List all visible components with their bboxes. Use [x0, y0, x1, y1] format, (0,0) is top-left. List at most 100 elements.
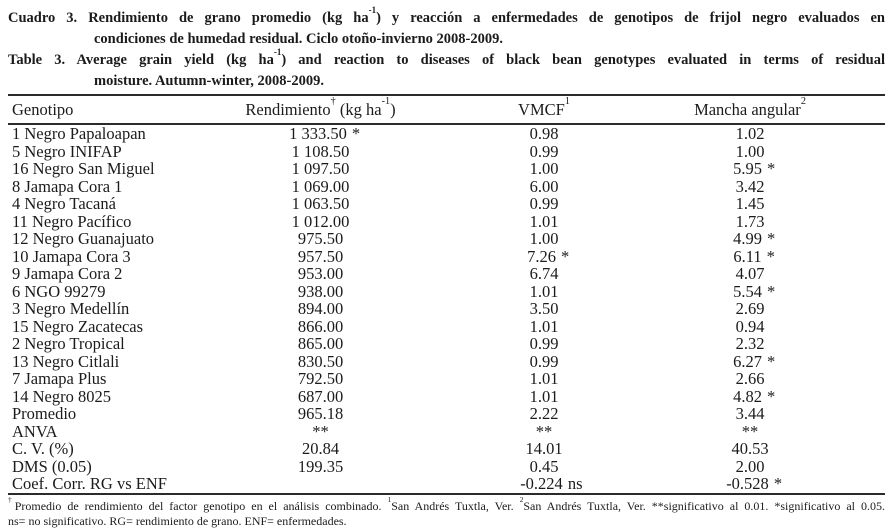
cell-value: 5.95 [733, 159, 762, 178]
table-row: 8 Jamapa Cora 1 1 069.00 6.00 3.42 [8, 176, 885, 196]
genotype-cell: 12 Negro Guanajuato [12, 229, 155, 248]
angular-cell: 1.02 [643, 124, 885, 143]
vmcf-cell: 0.45 [423, 456, 643, 476]
cell-value: 1 012.00 [291, 211, 350, 231]
caption-spanish-line-1: Cuadro 3. Rendimiento de grano promedio … [8, 4, 885, 26]
genotype-cell: Coef. Corr. RG vs ENF [12, 474, 167, 493]
cell-value: -0.224 [520, 474, 563, 493]
superscript: -1 [368, 4, 377, 15]
table-row: 11 Negro Pacífico 1 012.00 1.01 1.73 [8, 211, 885, 231]
cell-value: 5.54 [733, 281, 762, 301]
cell-value: 1 333.50 [289, 124, 347, 143]
table-row: 2 Negro Tropical 865.00 0.99 2.32 [8, 335, 885, 353]
yield-cell [238, 475, 423, 494]
yield-cell: ** [238, 422, 423, 441]
table-row: DMS (0.05) 199.35 0.45 2.00 [8, 456, 885, 476]
genotype-cell: 3 Negro Medellín [12, 299, 130, 318]
angular-cell: -0.528 * [643, 475, 885, 494]
cell-value: 14.01 [525, 439, 563, 458]
vmcf-cell: 6.74 [423, 265, 643, 283]
yield-cell: 1 108.50 [238, 141, 423, 161]
cell-value: 1 097.50 [291, 159, 350, 178]
cell-value: 1.01 [529, 386, 559, 406]
angular-cell: 3.44 [643, 405, 885, 423]
table-row: 16 Negro San Miguel 1 097.50 1.00 5.95 * [8, 160, 885, 178]
cell-value: 1 069.00 [291, 176, 350, 196]
cell-value: 4.82 [733, 386, 762, 406]
table-row: 13 Negro Citlali 830.50 0.99 6.27 * [8, 351, 885, 371]
table-row: 7 Jamapa Plus 792.50 1.01 2.66 [8, 370, 885, 388]
vmcf-cell: 3.50 [423, 300, 643, 318]
angular-cell: 5.95 * [643, 160, 885, 178]
vmcf-cell: -0.224 ns [423, 475, 643, 494]
angular-cell: ** [643, 421, 885, 441]
cell-value: ** [741, 421, 759, 441]
cell-value: 894.00 [297, 299, 344, 318]
cell-value: 957.50 [297, 246, 344, 266]
cell-value: 0.99 [529, 351, 559, 371]
superscript: 2 [519, 494, 524, 504]
genotype-cell: 5 Negro INIFAP [12, 141, 122, 161]
yield-cell: 965.18 [238, 405, 423, 423]
cell-value: 6.27 [733, 351, 762, 371]
cell-value: 1.00 [529, 229, 559, 248]
angular-cell: 40.53 [643, 440, 885, 458]
vmcf-cell: 2.22 [423, 405, 643, 423]
genotype-cell: 14 Negro 8025 [12, 386, 111, 406]
genotype-cell: 10 Jamapa Cora 3 [12, 246, 131, 266]
cell-value: 2.00 [735, 456, 765, 476]
significance-mark: * [766, 159, 776, 178]
cell-value: 2.32 [735, 334, 765, 353]
cell-value: 0.45 [529, 456, 559, 476]
cell-value: 1.45 [735, 194, 765, 213]
cell-value: 40.53 [731, 439, 769, 458]
angular-cell: 6.11 * [643, 246, 885, 266]
cell-value: 975.50 [297, 229, 344, 248]
cell-value: 1 108.50 [291, 141, 350, 161]
table-row: 6 NGO 99279 938.00 1.01 5.54 * [8, 281, 885, 301]
vmcf-cell: 7.26 * [423, 247, 643, 266]
cell-value: 1.01 [529, 316, 559, 336]
genotype-cell: 9 Jamapa Cora 2 [12, 264, 123, 283]
table-row: 10 Jamapa Cora 3 957.50 7.26 * 6.11 * [8, 246, 885, 266]
yield-cell: 792.50 [238, 370, 423, 388]
yield-cell: 1 097.50 [238, 160, 423, 178]
yield-cell: 830.50 [238, 351, 423, 371]
table-row: 14 Negro 8025 687.00 1.01 4.82 * [8, 386, 885, 406]
cell-value: 3.50 [529, 299, 559, 318]
cell-value: 830.50 [297, 351, 344, 371]
angular-cell: 2.00 [643, 456, 885, 476]
cell-value: 953.00 [297, 264, 344, 283]
table-row: C. V. (%) 20.84 14.01 40.53 [8, 440, 885, 458]
genotype-cell: 8 Jamapa Cora 1 [12, 176, 123, 196]
caption-spanish: Cuadro 3. Rendimiento de grano promedio … [8, 4, 885, 50]
table-row: 3 Negro Medellín 894.00 3.50 2.69 [8, 300, 885, 318]
cell-value: 0.98 [529, 124, 559, 143]
significance-mark: * [766, 281, 776, 301]
significance-mark: * [351, 124, 361, 143]
column-header-genotipo: Genotipo [8, 95, 238, 125]
caption-english-line-2: moisture. Autumn-winter, 2008-2009. [94, 73, 324, 89]
yield-cell: 953.00 [238, 265, 423, 283]
cell-value: 6.00 [529, 176, 559, 196]
caption-english-line-1: Table 3. Average grain yield (kg ha-1) a… [8, 46, 885, 68]
genotype-cell: 6 NGO 99279 [12, 281, 106, 301]
superscript: † [8, 494, 15, 504]
results-table: Genotipo Rendimiento† (kg ha-1) VMCF1 Manch… [8, 94, 885, 495]
genotype-cell: 1 Negro Papaloapan [12, 124, 146, 143]
angular-cell: 1.00 [643, 142, 885, 161]
angular-cell: 4.07 [643, 265, 885, 283]
significance-mark: * [766, 351, 776, 371]
vmcf-cell: 0.99 [423, 351, 643, 371]
cell-value: 938.00 [297, 281, 344, 301]
significance-mark: * [766, 386, 776, 406]
superscript: 1 [387, 494, 392, 504]
significance-mark: * [766, 246, 775, 266]
vmcf-cell: 14.01 [423, 440, 643, 458]
significance-mark: * [766, 229, 776, 248]
caption-english: Table 3. Average grain yield (kg ha-1) a… [8, 46, 885, 92]
genotype-cell: 15 Negro Zacatecas [12, 316, 144, 336]
table-row: 9 Jamapa Cora 2 953.00 6.74 4.07 [8, 265, 885, 283]
superscript: -1 [273, 46, 282, 57]
